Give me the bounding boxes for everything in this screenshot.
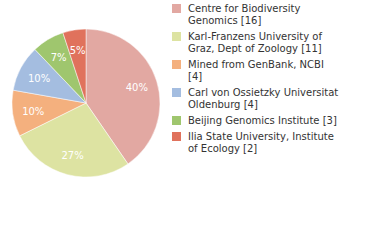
pie xyxy=(12,29,160,177)
chart: 40%27%10%10%7%5%Centre for BiodiversityG… xyxy=(0,0,380,240)
legend-swatch xyxy=(172,4,181,13)
legend-label: Ilia State University, Instituteof Ecolo… xyxy=(188,131,334,154)
data-label: 7% xyxy=(51,52,67,63)
legend-swatch xyxy=(172,132,181,141)
legend-label: Mined from GenBank, NCBI[4] xyxy=(188,59,324,82)
legend-swatch xyxy=(172,60,181,69)
slice xyxy=(20,103,128,177)
legend-label: Karl-Franzens University ofGraz, Dept of… xyxy=(188,31,322,54)
data-label: 10% xyxy=(22,106,44,117)
slice xyxy=(63,29,86,103)
legend-label: Carl von Ossietzky UniversitatOldenburg … xyxy=(188,87,338,110)
data-label: 5% xyxy=(70,45,86,56)
legend-swatch xyxy=(172,116,181,125)
legend-label: Centre for BiodiversityGenomics [16] xyxy=(188,3,301,26)
legend-swatch xyxy=(172,88,181,97)
legend-label: Beijing Genomics Institute [3] xyxy=(188,115,337,126)
data-label: 27% xyxy=(62,150,84,161)
data-labels: 40%27%10%10%7%5% xyxy=(22,45,148,160)
legend-swatch xyxy=(172,32,181,41)
data-label: 40% xyxy=(126,82,148,93)
legend: Centre for BiodiversityGenomics [16] Karl… xyxy=(172,3,338,154)
data-label: 10% xyxy=(28,73,50,84)
